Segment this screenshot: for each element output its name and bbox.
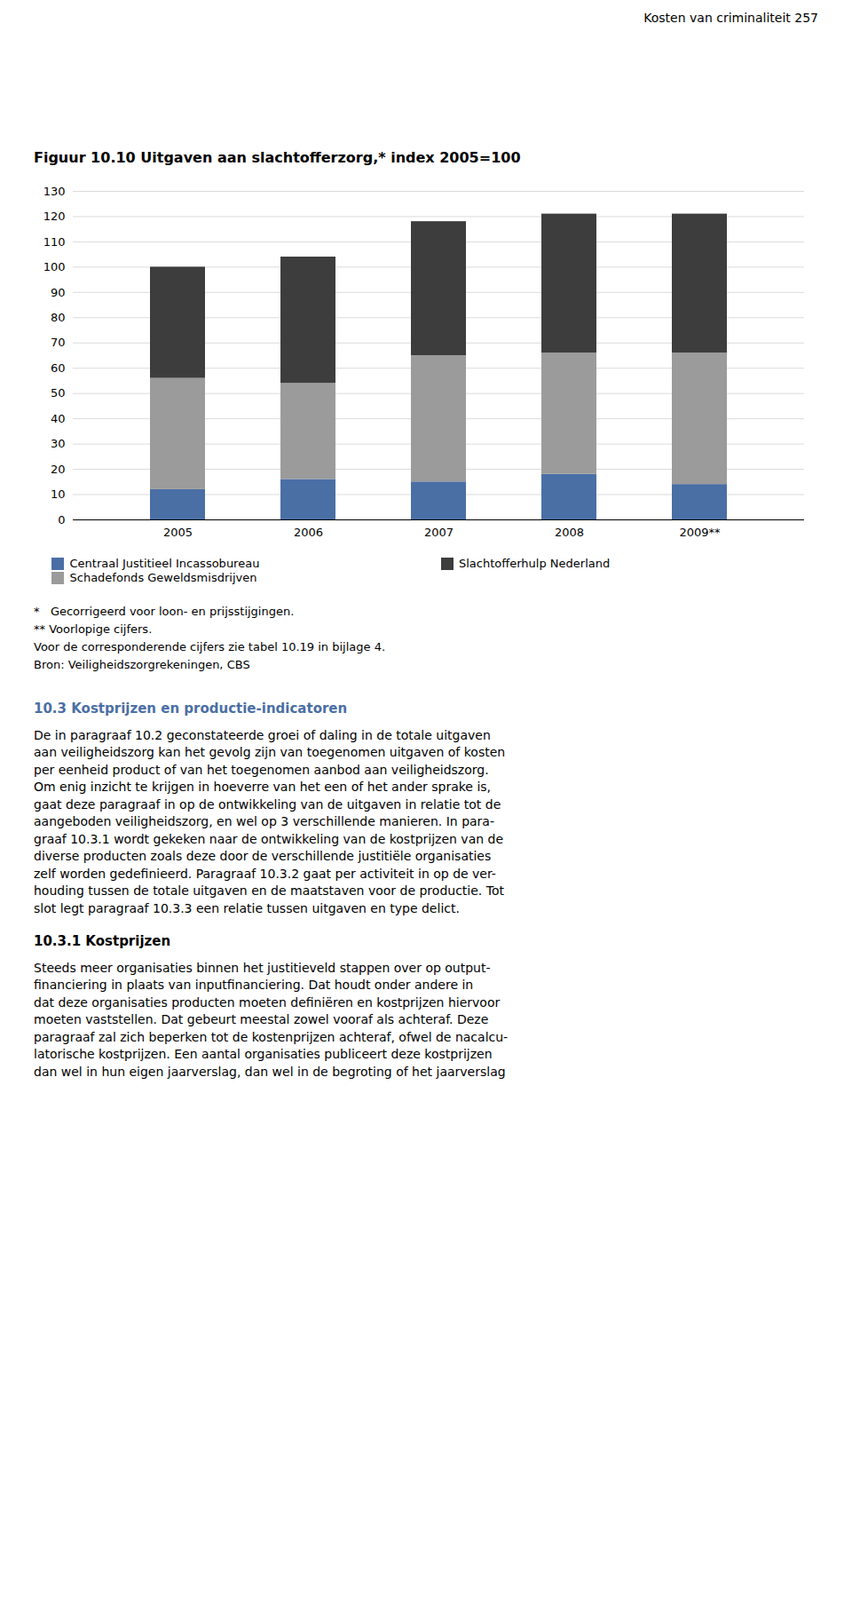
svg-text:100: 100 bbox=[43, 260, 66, 274]
html-text:financiering in plaats van inp: financiering in plaats van inputfinancie… bbox=[33, 977, 474, 992]
html-text:Steeds meer organisaties binne: Steeds meer organisaties binnen het just… bbox=[33, 959, 491, 975]
html-text:Kosten van criminaliteit 257: Kosten van criminaliteit 257 bbox=[643, 10, 819, 25]
svg-text:60: 60 bbox=[50, 361, 66, 375]
svg-text:2009**: 2009** bbox=[678, 525, 721, 539]
html-text:Voor de corresponderende cijfe: Voor de corresponderende cijfers zie tab… bbox=[33, 639, 386, 654]
html-text:houding tussen de totale uitga: houding tussen de totale uitgaven en de … bbox=[33, 883, 505, 898]
svg-text:80: 80 bbox=[50, 310, 66, 324]
svg-text:0: 0 bbox=[57, 512, 65, 527]
html-text:zelf worden gedefinieerd. Para: zelf worden gedefinieerd. Paragraaf 10.3… bbox=[33, 865, 497, 880]
html-text:aangeboden veiligheidszorg, en: aangeboden veiligheidszorg, en wel op 3 … bbox=[33, 813, 495, 829]
svg-text:40: 40 bbox=[50, 411, 66, 426]
html-text:Figuur 10.10 Uitgaven aan slac: Figuur 10.10 Uitgaven aan slachtofferzor… bbox=[33, 149, 521, 166]
svg-text:70: 70 bbox=[50, 335, 66, 349]
html-text:10.3.1 Kostprijzen: 10.3.1 Kostprijzen bbox=[33, 932, 171, 949]
html-text:per eenheid product of van het: per eenheid product of van het toegenome… bbox=[33, 761, 489, 777]
html-text:Om enig inzicht te krijgen in: Om enig inzicht te krijgen in hoeverre v… bbox=[33, 779, 491, 794]
html-text:Bron: Veiligheidszorgrekeninge: Bron: Veiligheidszorgrekeningen, CBS bbox=[33, 657, 251, 671]
html-text:Schadefonds Geweldsmisdrijven: Schadefonds Geweldsmisdrijven bbox=[69, 570, 257, 584]
html-text:moeten vaststellen. Dat gebeur: moeten vaststellen. Dat gebeurt meestal … bbox=[33, 1011, 489, 1026]
html-text:Centraal Justitieel Incassobur: Centraal Justitieel Incassobureau bbox=[69, 556, 260, 570]
html-text:paragraaf zal zich beperken to: paragraaf zal zich beperken tot de koste… bbox=[33, 1029, 508, 1044]
svg-text:2006: 2006 bbox=[293, 525, 324, 539]
svg-text:110: 110 bbox=[43, 235, 66, 249]
html-text:diverse producten zoals deze d: diverse producten zoals deze door de ver… bbox=[33, 848, 492, 863]
html-text:graaf 10.3.1 wordt gekeken naa: graaf 10.3.1 wordt gekeken naar de ontwi… bbox=[33, 831, 504, 846]
svg-text:50: 50 bbox=[50, 386, 66, 400]
html-text:dat deze organisaties producte: dat deze organisaties producten moeten d… bbox=[33, 994, 500, 1009]
html-text:dan wel in hun eigen jaarversl: dan wel in hun eigen jaarverslag, dan we… bbox=[33, 1063, 506, 1078]
svg-text:2008: 2008 bbox=[554, 525, 584, 539]
html-text:** Voorlopige cijfers.: ** Voorlopige cijfers. bbox=[33, 622, 153, 636]
html-text:Slachtofferhulp Nederland: Slachtofferhulp Nederland bbox=[458, 556, 610, 570]
svg-text:90: 90 bbox=[50, 285, 66, 300]
svg-text:10: 10 bbox=[50, 487, 66, 501]
svg-text:130: 130 bbox=[43, 184, 66, 198]
html-text:gaat deze paragraaf in op de o: gaat deze paragraaf in op de ontwikkelin… bbox=[33, 796, 501, 811]
svg-text:120: 120 bbox=[43, 209, 66, 223]
svg-text:30: 30 bbox=[50, 436, 66, 450]
html-text:latorische kostprijzen. Een aa: latorische kostprijzen. Een aantal organ… bbox=[33, 1046, 493, 1061]
html-text:* Gecorrigeerd voor loon- en p: * Gecorrigeerd voor loon- en prijsstijgi… bbox=[33, 604, 295, 618]
svg-text:2007: 2007 bbox=[424, 525, 454, 539]
html-text:De in paragraaf 10.2 geconstat: De in paragraaf 10.2 geconstateerde groe… bbox=[33, 727, 491, 742]
svg-text:2005: 2005 bbox=[163, 525, 193, 539]
html-text:10.3 Kostprijzen en productie-: 10.3 Kostprijzen en productie-indicatore… bbox=[33, 700, 348, 717]
html-text:slot legt paragraaf 10.3.3 een: slot legt paragraaf 10.3.3 een relatie t… bbox=[33, 900, 460, 915]
svg-text:20: 20 bbox=[50, 462, 66, 476]
html-text:aan veiligheidszorg kan het ge: aan veiligheidszorg kan het gevolg zijn … bbox=[33, 744, 506, 759]
